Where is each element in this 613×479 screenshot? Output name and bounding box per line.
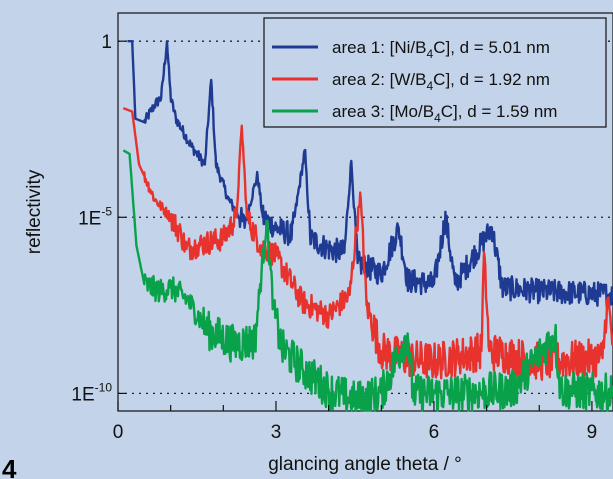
x-axis-label: glancing angle theta / °	[268, 454, 462, 475]
y-tick-label: 1E-10	[71, 380, 112, 405]
y-tick-label: 1	[101, 32, 112, 53]
panel-number: 4	[2, 454, 17, 479]
x-tick-label: 6	[429, 422, 440, 443]
x-tick-label: 9	[587, 422, 598, 443]
x-tick-label: 3	[271, 422, 282, 443]
y-axis-label: reflectivity	[24, 169, 45, 254]
y-tick-label: 1E-5	[78, 204, 112, 229]
x-tick-label: 0	[113, 422, 124, 443]
